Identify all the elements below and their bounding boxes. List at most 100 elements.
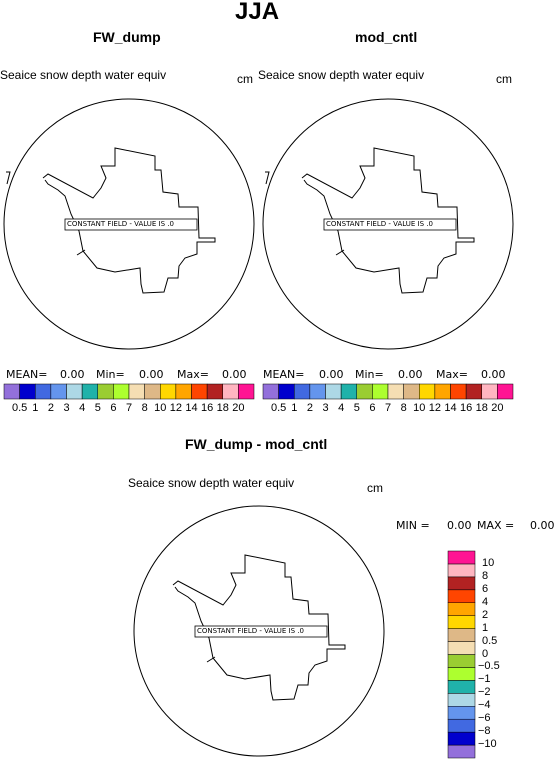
- polar-map-mod-cntl: [262, 98, 514, 350]
- colorbar-mod-cntl-swatch: [450, 383, 467, 400]
- colorbar-difference-swatch: [447, 680, 476, 694]
- page-title: JJA: [235, 0, 280, 25]
- colorbar-mod-cntl-swatch: [481, 383, 498, 400]
- colorbar-difference-tick-label: −8: [478, 725, 491, 738]
- colorbar-mod-cntl-tick-label: 0.5: [270, 402, 287, 414]
- colorbar-difference-swatch: [447, 550, 476, 565]
- colorbar-fw-dump-swatch: [238, 383, 255, 400]
- colorbar-fw-dump-swatch: [81, 383, 98, 400]
- colorbar-fw-dump-swatch: [128, 383, 145, 400]
- colorbar-labels-mod-cntl: 0.5 1 2 3 4 5 6 7 8 10 12 14 16 18 20: [263, 402, 513, 416]
- colorbar-fw-dump-tick-label: 7: [125, 402, 133, 414]
- colorbar-mod-cntl-tick-label: 10: [413, 402, 426, 414]
- colorbar-fw-dump-tick-label: 20: [232, 402, 245, 414]
- colorbar-mod-cntl-tick-label: 6: [369, 402, 376, 414]
- stats-mean-label: MEAN=: [263, 368, 305, 381]
- colorbar-fw-dump-tick-label: 1: [32, 402, 39, 414]
- colorbar-mod-cntl-swatch: [356, 383, 373, 400]
- panel-title-mod-cntl: mod_cntl: [355, 29, 418, 45]
- colorbar-difference-tick-label: 10: [482, 556, 495, 569]
- stats-min-value: 0.00: [139, 368, 164, 381]
- colorbar-mod-cntl-tick-label: 5: [353, 402, 360, 414]
- colorbar-difference-swatch: [447, 576, 476, 591]
- colorbar-mod-cntl-swatch: [325, 383, 342, 400]
- stats-mean-label: MEAN=: [6, 368, 48, 381]
- colorbar-mod-cntl-tick-label: 4: [338, 402, 345, 414]
- colorbar-fw-dump-swatch: [113, 383, 130, 400]
- colorbar-mod-cntl-tick-label: 14: [444, 402, 457, 414]
- colorbar-fw-dump-swatch: [191, 383, 208, 400]
- variable-label: Seaice snow depth water equiv: [128, 476, 295, 490]
- stats-min-value: 0.00: [447, 519, 472, 532]
- colorbar-fw-dump-swatch: [160, 383, 177, 400]
- constant-field-box: [194, 625, 328, 638]
- colorbar-mod-cntl-swatch: [434, 383, 451, 400]
- colorbar-mod-cntl-swatch: [465, 383, 482, 400]
- stats-mean-value: 0.00: [60, 368, 85, 381]
- colorbar-fw-dump-swatch: [222, 383, 239, 400]
- colorbar-fw-dump-tick-label: 18: [216, 402, 229, 414]
- colorbar-mod-cntl-tick-label: 18: [475, 402, 488, 414]
- colorbar-fw-dump-swatch: [144, 383, 161, 400]
- colorbar-mod-cntl-tick-label: 1: [291, 402, 298, 414]
- panel-title-difference: FW_dump - mod_cntl: [185, 436, 328, 452]
- stats-min-label: Min=: [96, 368, 125, 381]
- colorbar-difference-tick-label: −10: [478, 738, 497, 751]
- colorbar-difference-tick-label: 6: [482, 582, 489, 595]
- colorbar-mod-cntl-tick-label: 20: [491, 402, 504, 414]
- variable-label: Seaice snow depth water equiv: [258, 68, 425, 82]
- colorbar-mod-cntl-swatch: [262, 383, 279, 400]
- colorbar-fw-dump-tick-label: 2: [47, 402, 54, 414]
- polar-map-fw-dump: [3, 98, 255, 350]
- colorbar-mod-cntl-swatch: [419, 383, 436, 400]
- colorbar-fw-dump-tick-label: 4: [79, 402, 86, 414]
- stats-max-value: 0.00: [481, 368, 506, 381]
- stats-max-value: 0.00: [530, 519, 555, 532]
- colorbar-difference-tick-label: 2: [482, 608, 489, 621]
- colorbar-difference-swatch: [447, 693, 476, 707]
- panel-title-fw-dump: FW_dump: [93, 29, 161, 45]
- colorbar-mod-cntl-swatch: [309, 383, 326, 400]
- colorbar-difference-swatch: [447, 615, 476, 629]
- stats-max-value: 0.00: [222, 368, 247, 381]
- colorbar-mod-cntl-tick-label: 8: [400, 402, 407, 414]
- colorbar-fw-dump-swatch: [175, 383, 192, 400]
- colorbar-fw-dump-swatch: [19, 383, 36, 400]
- colorbar-difference-tick-label: −0.5: [478, 660, 500, 673]
- colorbar-mod-cntl-tick-label: 2: [306, 402, 313, 414]
- colorbar-fw-dump-swatch: [50, 383, 67, 400]
- colorbar-difference-tick-label: −6: [478, 712, 491, 725]
- colorbar-difference-swatch: [447, 718, 476, 733]
- colorbar-mod-cntl-swatch: [497, 383, 514, 400]
- colorbar-mod-cntl-swatch: [403, 383, 420, 400]
- colorbar-fw-dump-swatch: [206, 383, 223, 400]
- constant-field-message: CONSTANT FIELD - VALUE IS .0: [197, 627, 304, 635]
- constant-field-message: CONSTANT FIELD - VALUE IS .0: [326, 220, 433, 228]
- colorbar-mod-cntl-tick-label: 12: [428, 402, 441, 414]
- colorbar-difference-swatch: [447, 706, 476, 720]
- colorbar-difference-tick-label: −2: [478, 686, 491, 699]
- colorbar-difference-swatch: [447, 654, 476, 668]
- units-label: cm: [367, 481, 383, 495]
- colorbar-difference-tick-label: 0.5: [482, 634, 498, 647]
- stats-max-label: MAX =: [477, 519, 515, 532]
- constant-field-box: [323, 218, 457, 231]
- colorbar-difference-swatch: [447, 667, 476, 681]
- units-label: cm: [237, 72, 253, 86]
- colorbar-fw-dump-tick-label: 0.5: [11, 402, 28, 414]
- stats-min-label: Min=: [355, 368, 384, 381]
- colorbar-fw-dump: [3, 383, 255, 400]
- colorbar-fw-dump-tick-label: 6: [110, 402, 117, 414]
- colorbar-labels-difference: 10 8 6 4 2 1 0.5 0 −0.5 −1 −2 −4 −6 −8 −10: [478, 551, 522, 759]
- colorbar-mod-cntl-swatch: [278, 383, 295, 400]
- stats-mean-value: 0.00: [319, 368, 344, 381]
- colorbar-difference-swatch: [447, 602, 476, 616]
- stats-min-value: 0.00: [398, 368, 423, 381]
- colorbar-fw-dump-tick-label: 14: [185, 402, 198, 414]
- colorbar-difference-tick-label: 8: [482, 569, 489, 582]
- colorbar-mod-cntl-tick-label: 16: [460, 402, 473, 414]
- colorbar-fw-dump-tick-label: 10: [154, 402, 167, 414]
- units-label: cm: [496, 72, 512, 86]
- colorbar-fw-dump-tick-label: 12: [169, 402, 182, 414]
- colorbar-fw-dump-tick-label: 5: [94, 402, 101, 414]
